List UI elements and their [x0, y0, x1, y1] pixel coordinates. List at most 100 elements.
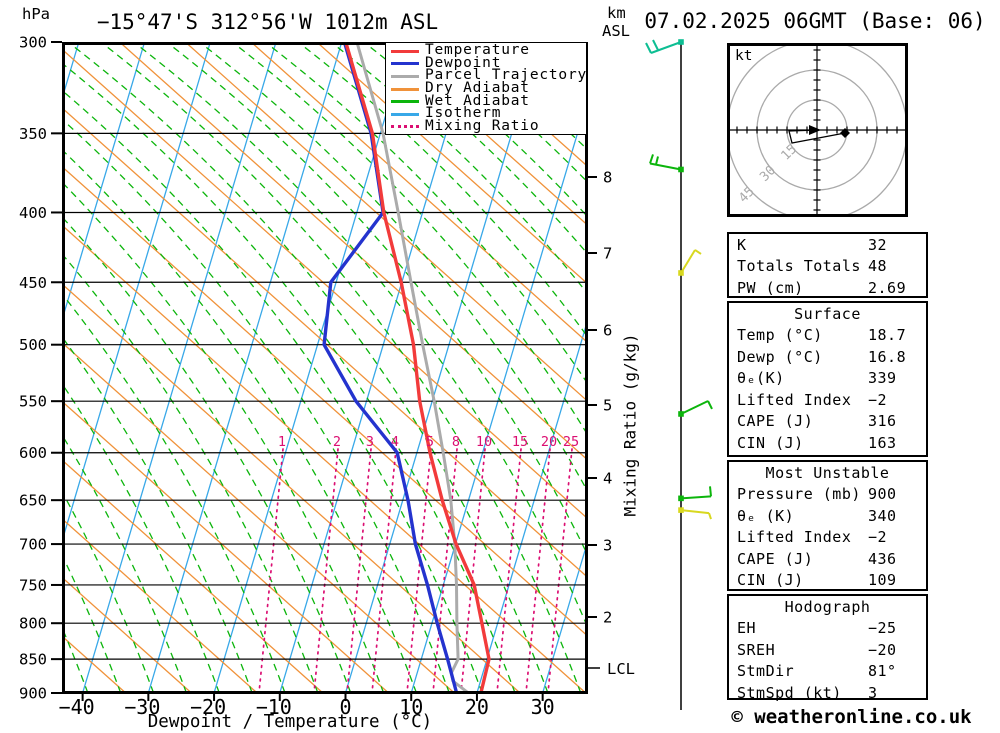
temperature-axis: −40 −30 −20 −10 0 10 20 30	[59, 694, 555, 719]
station-title: −15°47'S 312°56'W 1012m ASL	[96, 10, 439, 34]
table-row: θₑ(K) 339	[737, 369, 897, 388]
svg-text:7: 7	[603, 245, 612, 263]
wind-barb	[678, 486, 712, 502]
svg-text:3: 3	[603, 537, 612, 555]
wind-barb	[678, 507, 712, 520]
temperature-line-sample	[391, 49, 419, 53]
lcl-label: LCL	[607, 660, 635, 678]
table-row: CIN (J) 163	[737, 433, 897, 452]
legend-item-parcel: Parcel Trajectory	[386, 67, 586, 83]
legend-item-isotherm: Isotherm	[386, 105, 586, 121]
svg-text:500: 500	[19, 336, 47, 354]
table-row: Dewp (°C) 16.8	[737, 347, 907, 366]
svg-text:−20: −20	[190, 695, 226, 719]
svg-text:2: 2	[603, 609, 612, 627]
svg-text:−10: −10	[256, 695, 292, 719]
dry-adiabat-line-sample	[391, 87, 419, 91]
parcel-line-sample	[391, 74, 419, 78]
hodograph-table-title: Hodograph	[784, 597, 871, 616]
svg-text:15: 15	[512, 434, 528, 450]
run-datetime-title: 07.02.2025 06GMT (Base: 06)	[644, 9, 986, 33]
svg-text:25: 25	[563, 434, 579, 450]
wind-barb	[678, 400, 713, 417]
svg-text:8: 8	[452, 434, 460, 450]
hodograph-border	[727, 43, 908, 217]
hodograph-table: Hodograph EH −25 SREH −20 StmDir 81° Stm…	[727, 594, 928, 702]
svg-text:20: 20	[465, 695, 489, 719]
svg-text:8: 8	[603, 169, 612, 187]
svg-text:4: 4	[391, 434, 399, 450]
pressure-axis-unit: hPa	[22, 5, 50, 23]
svg-text:700: 700	[19, 536, 47, 554]
most-unstable-table-title: Most Unstable	[765, 463, 890, 482]
svg-text:350: 350	[19, 125, 47, 143]
x-axis-title: Dewpoint / Temperature (°C)	[147, 712, 433, 732]
table-row: Lifted Index −2	[737, 390, 888, 409]
legend-item-wet-adiabat: Wet Adiabat	[386, 93, 586, 109]
table-row: CAPE (J) 316	[737, 412, 897, 431]
svg-text:450: 450	[19, 274, 47, 292]
hodograph-ring-label: 45	[736, 184, 758, 206]
hodograph-storm-marker	[840, 128, 850, 138]
svg-text:10: 10	[399, 695, 423, 719]
hodograph-ring-label: 15	[778, 142, 800, 164]
isotherm-line-sample	[391, 112, 419, 116]
table-row: CIN (J) 109	[737, 571, 897, 590]
table-row: StmDir 81°	[737, 662, 897, 681]
svg-text:400: 400	[19, 204, 47, 222]
wind-barb	[645, 39, 684, 54]
indices-table: K 32 Totals Totals 48 PW (cm) 2.69	[727, 232, 928, 298]
svg-text:20: 20	[541, 434, 557, 450]
hodograph-trace	[788, 129, 846, 144]
hodograph-ring-label: 30	[757, 163, 779, 185]
dewpoint-line-sample	[391, 62, 419, 66]
svg-text:10: 10	[476, 434, 492, 450]
table-row: Totals Totals 48	[737, 257, 888, 276]
wind-barb-column	[645, 39, 713, 710]
svg-text:600: 600	[19, 444, 47, 462]
copyright-text: © weatheronline.co.uk	[731, 706, 972, 728]
svg-text:650: 650	[19, 492, 47, 510]
table-row: CAPE (J) 436	[737, 549, 897, 568]
table-row: StmSpd (kt) 3	[737, 683, 878, 702]
svg-text:5: 5	[426, 434, 434, 450]
table-row: Pressure (mb) 900	[737, 485, 897, 504]
pressure-axis: 300 350 400 450 500 550 600 650 700 750 800 850 900	[19, 34, 62, 703]
altitude-axis: 8 7 6 5 4 3 2	[588, 169, 612, 627]
table-row: PW (cm) 2.69	[737, 278, 907, 297]
svg-text:900: 900	[19, 685, 47, 703]
temperature-trace	[344, 42, 491, 694]
svg-text:800: 800	[19, 615, 47, 633]
svg-text:750: 750	[19, 576, 47, 594]
svg-text:1: 1	[278, 434, 286, 450]
table-row: θₑ (K) 340	[737, 506, 897, 525]
legend-box: Temperature Dewpoint Parcel Trajectory D…	[385, 42, 587, 135]
table-row: Temp (°C) 18.7	[737, 326, 907, 345]
altitude-axis-unit-km: km	[607, 4, 626, 22]
svg-text:−30: −30	[124, 695, 160, 719]
pressure-gridlines	[62, 132, 588, 660]
legend-item-temperature: Temperature	[386, 42, 586, 58]
most-unstable-table: Most Unstable Pressure (mb) 900 θₑ (K) 3…	[727, 460, 928, 591]
svg-text:6: 6	[603, 322, 612, 340]
surface-table: Surface Temp (°C) 18.7 Dewp (°C) 16.8 θₑ…	[727, 301, 928, 457]
dewpoint-trace	[322, 42, 459, 694]
parcel-trajectory-trace	[355, 42, 470, 694]
svg-text:30: 30	[531, 695, 555, 719]
table-row: K 32	[737, 235, 888, 254]
legend-item-mixing-ratio: Mixing Ratio	[386, 118, 586, 134]
svg-text:300: 300	[19, 34, 47, 52]
svg-text:0: 0	[339, 695, 351, 719]
mixing-ratio-lines	[258, 448, 573, 694]
svg-text:4: 4	[603, 470, 612, 488]
svg-text:850: 850	[19, 651, 47, 669]
hodograph-unit-label: kt	[735, 48, 752, 64]
legend-item-dewpoint: Dewpoint	[386, 55, 586, 71]
wet-adiabat-line-sample	[391, 100, 419, 104]
mixing-ratio-axis-label: Mixing Ratio (g/kg)	[620, 333, 640, 517]
table-row: EH −25	[737, 619, 897, 638]
legend-item-dry-adiabat: Dry Adiabat	[386, 80, 586, 96]
